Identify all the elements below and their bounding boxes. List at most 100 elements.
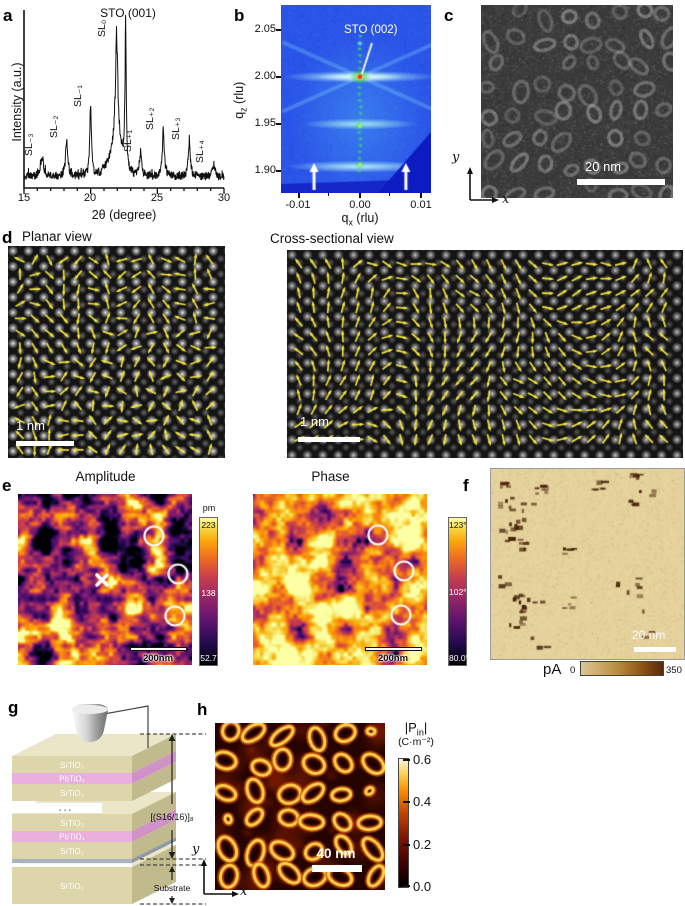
phase-scalebar-label: 200nm: [377, 653, 409, 664]
amplitude-cbar-unit: pm: [202, 503, 216, 513]
rsm-y-tick: 2.05: [254, 23, 276, 35]
rsm-x-tickmark: [298, 193, 300, 198]
h-colorbar: [398, 758, 409, 888]
stem-image: [481, 5, 673, 198]
rsm-y-sub: z: [238, 107, 249, 112]
rsm-x-tickmark: [420, 193, 422, 198]
phase-title: Phase: [311, 469, 350, 484]
phase-image: [253, 494, 427, 665]
pto-layer: [12, 831, 132, 842]
xrd-x-tick: 15: [17, 192, 31, 204]
slab-side-face: [132, 792, 176, 831]
h-axes-icon: [201, 859, 239, 897]
cross-scalebar: [298, 437, 360, 442]
amplitude-cbar-min: 52.7: [200, 653, 217, 663]
phase-colorbar: 123° 102° 80.0°: [448, 517, 469, 666]
xrd-plot: [23, 10, 225, 194]
rsm-y-tick: 1.95: [254, 117, 276, 129]
stem-scalebar-label: 20 nm: [585, 159, 622, 174]
amplitude-title: Amplitude: [75, 469, 136, 484]
ellipsis-label: ...: [59, 803, 73, 814]
arrowhead-up-icon: [169, 866, 175, 872]
substrate-gap: [10, 863, 132, 867]
xrd-peak-label: SL₊₂: [144, 107, 156, 130]
panel-d-polarization: d Planar view Cross-sectional view 1 nm …: [0, 226, 685, 462]
rsm-y-tick: 1.90: [254, 164, 276, 176]
afm-tip-icon: [72, 704, 108, 742]
pto-layer: [12, 773, 132, 784]
slab-side-face: [132, 820, 176, 859]
panel-a-xrd: a Intensity (a.u.) STO (001) SL₋₃ SL₋₂ S…: [3, 2, 232, 224]
substrate-label: Substrate: [154, 883, 191, 893]
xrd-y-axis-label: Intensity (a.u.): [10, 62, 24, 142]
layer-label: PbTiO₃: [59, 775, 85, 784]
c-axes-icon: [467, 167, 499, 203]
slab-top-face: [12, 734, 176, 756]
superlattice-label: [(S16/16)]₈: [150, 812, 194, 822]
arrowhead-up-icon: [168, 734, 176, 741]
h-cbar-tick: 0.2: [413, 837, 432, 852]
rsm-x-tick: 0.01: [410, 199, 432, 211]
amplitude-cbar-max: 223: [201, 520, 216, 530]
layer-label: SrTiO₃: [60, 819, 84, 828]
rsm-x-tick: -0.01: [285, 199, 311, 211]
xrd-peak-label: SL₋₂: [48, 115, 60, 138]
panel-e-pfm: e Amplitude Phase pm 223 138 52.7 123° 1…: [0, 462, 480, 694]
afm-tip-top: [72, 705, 108, 714]
buffer-front-face: [12, 859, 132, 863]
panel-d-label: d: [2, 228, 13, 247]
xrd-x-tick: 25: [150, 192, 164, 204]
slab-side-face: [132, 734, 176, 773]
sto-layer: [12, 784, 132, 801]
xrd-x-tick: 30: [217, 192, 231, 204]
h-axis-y-label: y: [192, 842, 200, 857]
sto-layer: [12, 842, 132, 859]
rsm-y-axis-label: qz (rlu): [232, 45, 249, 155]
panel-b-rsm: b STO (002) qz (rlu) 2.05 2.00 1.95 1.90…: [232, 2, 436, 228]
slab-side-face: [132, 762, 176, 801]
rsm-map-image: [281, 5, 431, 193]
rsm-y-tickmark: [276, 76, 281, 78]
cross-scalebar-label: 1 nm: [300, 414, 329, 429]
panel-h-simulation: h |Pin| (C·m⁻²) 0.6 0.4 0.2 0.0 40 nm y …: [190, 696, 490, 906]
panel-g-schematic: g: [0, 696, 215, 906]
panel-a-label: a: [3, 6, 13, 25]
current-cbar-max: 350: [666, 665, 682, 676]
rsm-x-minor-tickmark: [328, 193, 329, 196]
layer-label: SrTiO₃: [60, 847, 84, 856]
phase-cbar-max: 123°: [449, 520, 467, 530]
xrd-peak-label: SL₊₄: [194, 140, 206, 163]
rsm-y-tick: 2.00: [254, 70, 276, 82]
xrd-peak-label: SL₋₁: [72, 85, 84, 107]
h-cbar-title-end: |: [423, 720, 428, 735]
pto-side-face: [132, 751, 176, 784]
cross-lattice-image: [287, 250, 683, 458]
rsm-x-tick: 0.00: [349, 199, 371, 211]
stem-scalebar: [577, 179, 665, 185]
rsm-x-base: q: [341, 211, 349, 225]
h-cbar-title-sub: in: [416, 727, 424, 738]
panel-f-label: f: [463, 476, 469, 495]
rsm-y-tickmark: [276, 29, 281, 31]
pto-side-face: [132, 809, 176, 842]
rsm-x-tickmark: [359, 193, 361, 198]
amplitude-cbar-mid: 138: [201, 588, 216, 598]
panel-f-current: f 20 nm pA 0 350: [460, 462, 685, 694]
cross-view-title: Cross-sectional view: [270, 231, 394, 246]
xrd-peak-label: SL₊₃: [170, 117, 182, 140]
panel-b-label: b: [234, 6, 245, 25]
current-scalebar: [634, 647, 676, 652]
rsm-annotation: STO (002): [344, 24, 398, 36]
h-cbar-tickmark: [403, 844, 410, 846]
substrate-side-face: [132, 845, 176, 904]
layer-label: SrTiO₃: [60, 761, 84, 770]
xrd-x-axis-label: 2θ (degree): [91, 208, 157, 222]
rsm-x-minor-tickmark: [389, 193, 390, 196]
h-cbar-tickmark: [403, 885, 410, 887]
xrd-peak-label: SL₀: [96, 19, 108, 37]
rsm-x-unit: (rlu): [356, 211, 379, 225]
xrd-x-tick: 20: [83, 192, 97, 204]
rsm-x-sub: x: [348, 217, 353, 228]
h-cbar-title-base: |P: [404, 720, 417, 735]
h-cbar-tick: 0.4: [413, 794, 432, 809]
